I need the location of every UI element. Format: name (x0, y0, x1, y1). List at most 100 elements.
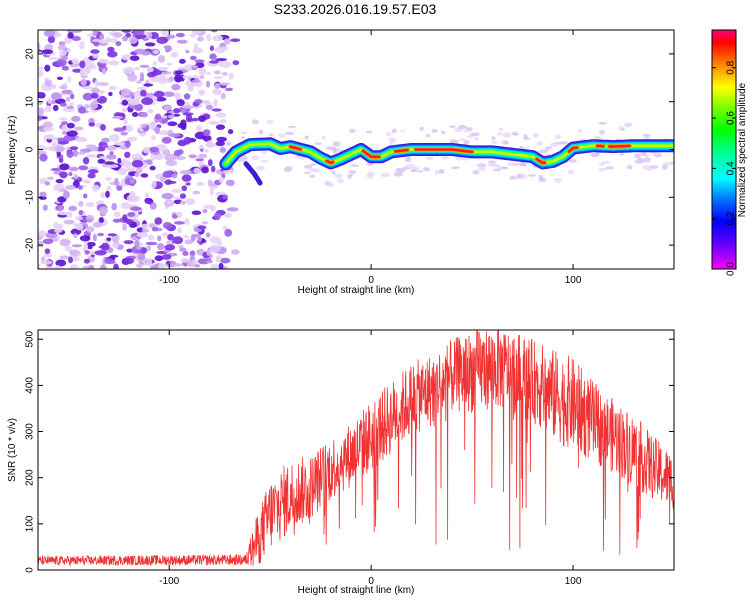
noise-speckle (64, 128, 71, 132)
noise-speckle (176, 227, 183, 234)
noise-speckle (109, 254, 119, 258)
ridge-haze (605, 166, 615, 170)
ridge-haze (477, 163, 487, 168)
noise-speckle (107, 233, 117, 237)
noise-speckle (194, 99, 203, 104)
noise-speckle (180, 200, 186, 205)
noise-speckle (91, 146, 99, 152)
ridge-haze (555, 134, 562, 140)
noise-speckle (222, 194, 228, 200)
noise-speckle (203, 204, 214, 209)
noise-speckle (213, 212, 221, 221)
noise-speckle (209, 60, 219, 64)
noise-speckle (184, 239, 194, 245)
ridge-haze (321, 135, 327, 140)
y-tick-label: 200 (25, 469, 36, 486)
ridge-haze (450, 166, 460, 170)
ridge-haze (349, 128, 356, 133)
noise-speckle (158, 130, 170, 136)
noise-speckle (167, 180, 177, 184)
y-tick-label: 400 (25, 377, 36, 394)
noise-speckle (65, 246, 72, 252)
noise-speckle (108, 85, 117, 91)
noise-speckle (230, 249, 240, 255)
noise-speckle (69, 102, 74, 106)
noise-speckle (144, 200, 153, 204)
noise-speckle (145, 241, 158, 246)
noise-speckle (131, 153, 143, 159)
noise-speckle (71, 244, 83, 248)
noise-speckle (72, 223, 84, 227)
noise-speckle (153, 61, 157, 66)
noise-speckle (129, 55, 140, 61)
noise-speckle (66, 150, 74, 158)
ridge-haze (527, 174, 537, 177)
noise-speckle (92, 53, 99, 59)
noise-speckle (78, 165, 89, 171)
noise-speckle (170, 189, 183, 193)
noise-speckle (59, 117, 68, 121)
ridge-haze (593, 135, 602, 140)
noise-speckle (210, 165, 216, 173)
noise-speckle (161, 136, 172, 144)
noise-speckle (94, 250, 107, 256)
ridge-haze (559, 141, 569, 145)
ridge-haze (385, 131, 392, 137)
noise-speckle (158, 66, 169, 71)
noise-speckle (129, 178, 135, 184)
noise-speckle (205, 104, 214, 110)
noise-speckle (209, 244, 221, 253)
ridge-core (289, 145, 302, 151)
noise-speckle (69, 146, 79, 151)
ridge-haze (507, 162, 516, 167)
noise-speckle (185, 114, 193, 122)
ridge-haze (516, 173, 523, 179)
noise-speckle (102, 68, 107, 75)
noise-speckle (42, 121, 54, 129)
noise-speckle (199, 75, 205, 79)
noise-speckle (147, 234, 155, 241)
noise-speckle (92, 221, 103, 228)
colorbar: 0.0 0.2 0.4 0.6 0.8 Normalized spectral ampl… (711, 29, 748, 276)
colorbar-tick-label: 0.0 (726, 262, 737, 276)
noise-speckle (185, 182, 191, 186)
noise-speckle (207, 159, 213, 167)
ridge-haze (425, 156, 434, 160)
ridge-haze (470, 132, 480, 137)
noise-speckle (141, 228, 150, 233)
noise-speckle (145, 258, 153, 266)
noise-speckle (71, 115, 81, 122)
noise-speckle (51, 84, 57, 89)
noise-speckle (59, 85, 68, 90)
noise-speckle (191, 30, 202, 34)
noise-speckle (185, 198, 196, 206)
noise-speckle (112, 32, 123, 38)
ridge-haze (643, 157, 652, 163)
ridge-haze (304, 135, 310, 140)
noise-speckle (181, 185, 188, 192)
noise-speckle (86, 226, 95, 233)
noise-speckle (82, 179, 92, 184)
ridge-haze (598, 121, 608, 125)
ridge-haze (455, 155, 462, 161)
noise-speckle (57, 211, 69, 216)
noise-speckle (57, 196, 67, 203)
noise-speckle (90, 88, 101, 93)
ridge-haze (241, 136, 245, 139)
noise-speckle (133, 30, 145, 36)
noise-speckle (65, 96, 71, 102)
snr-frame (37, 329, 675, 571)
noise-speckle (38, 70, 44, 78)
ridge-haze (389, 139, 394, 146)
noise-speckle (215, 255, 222, 263)
noise-speckle (101, 144, 109, 149)
ridge-haze (619, 153, 625, 156)
noise-speckle (109, 151, 114, 155)
noise-speckle (127, 74, 138, 82)
ridge-haze (642, 134, 651, 137)
noise-speckle (105, 145, 117, 151)
noise-speckle (45, 265, 54, 269)
noise-speckle (50, 92, 62, 100)
